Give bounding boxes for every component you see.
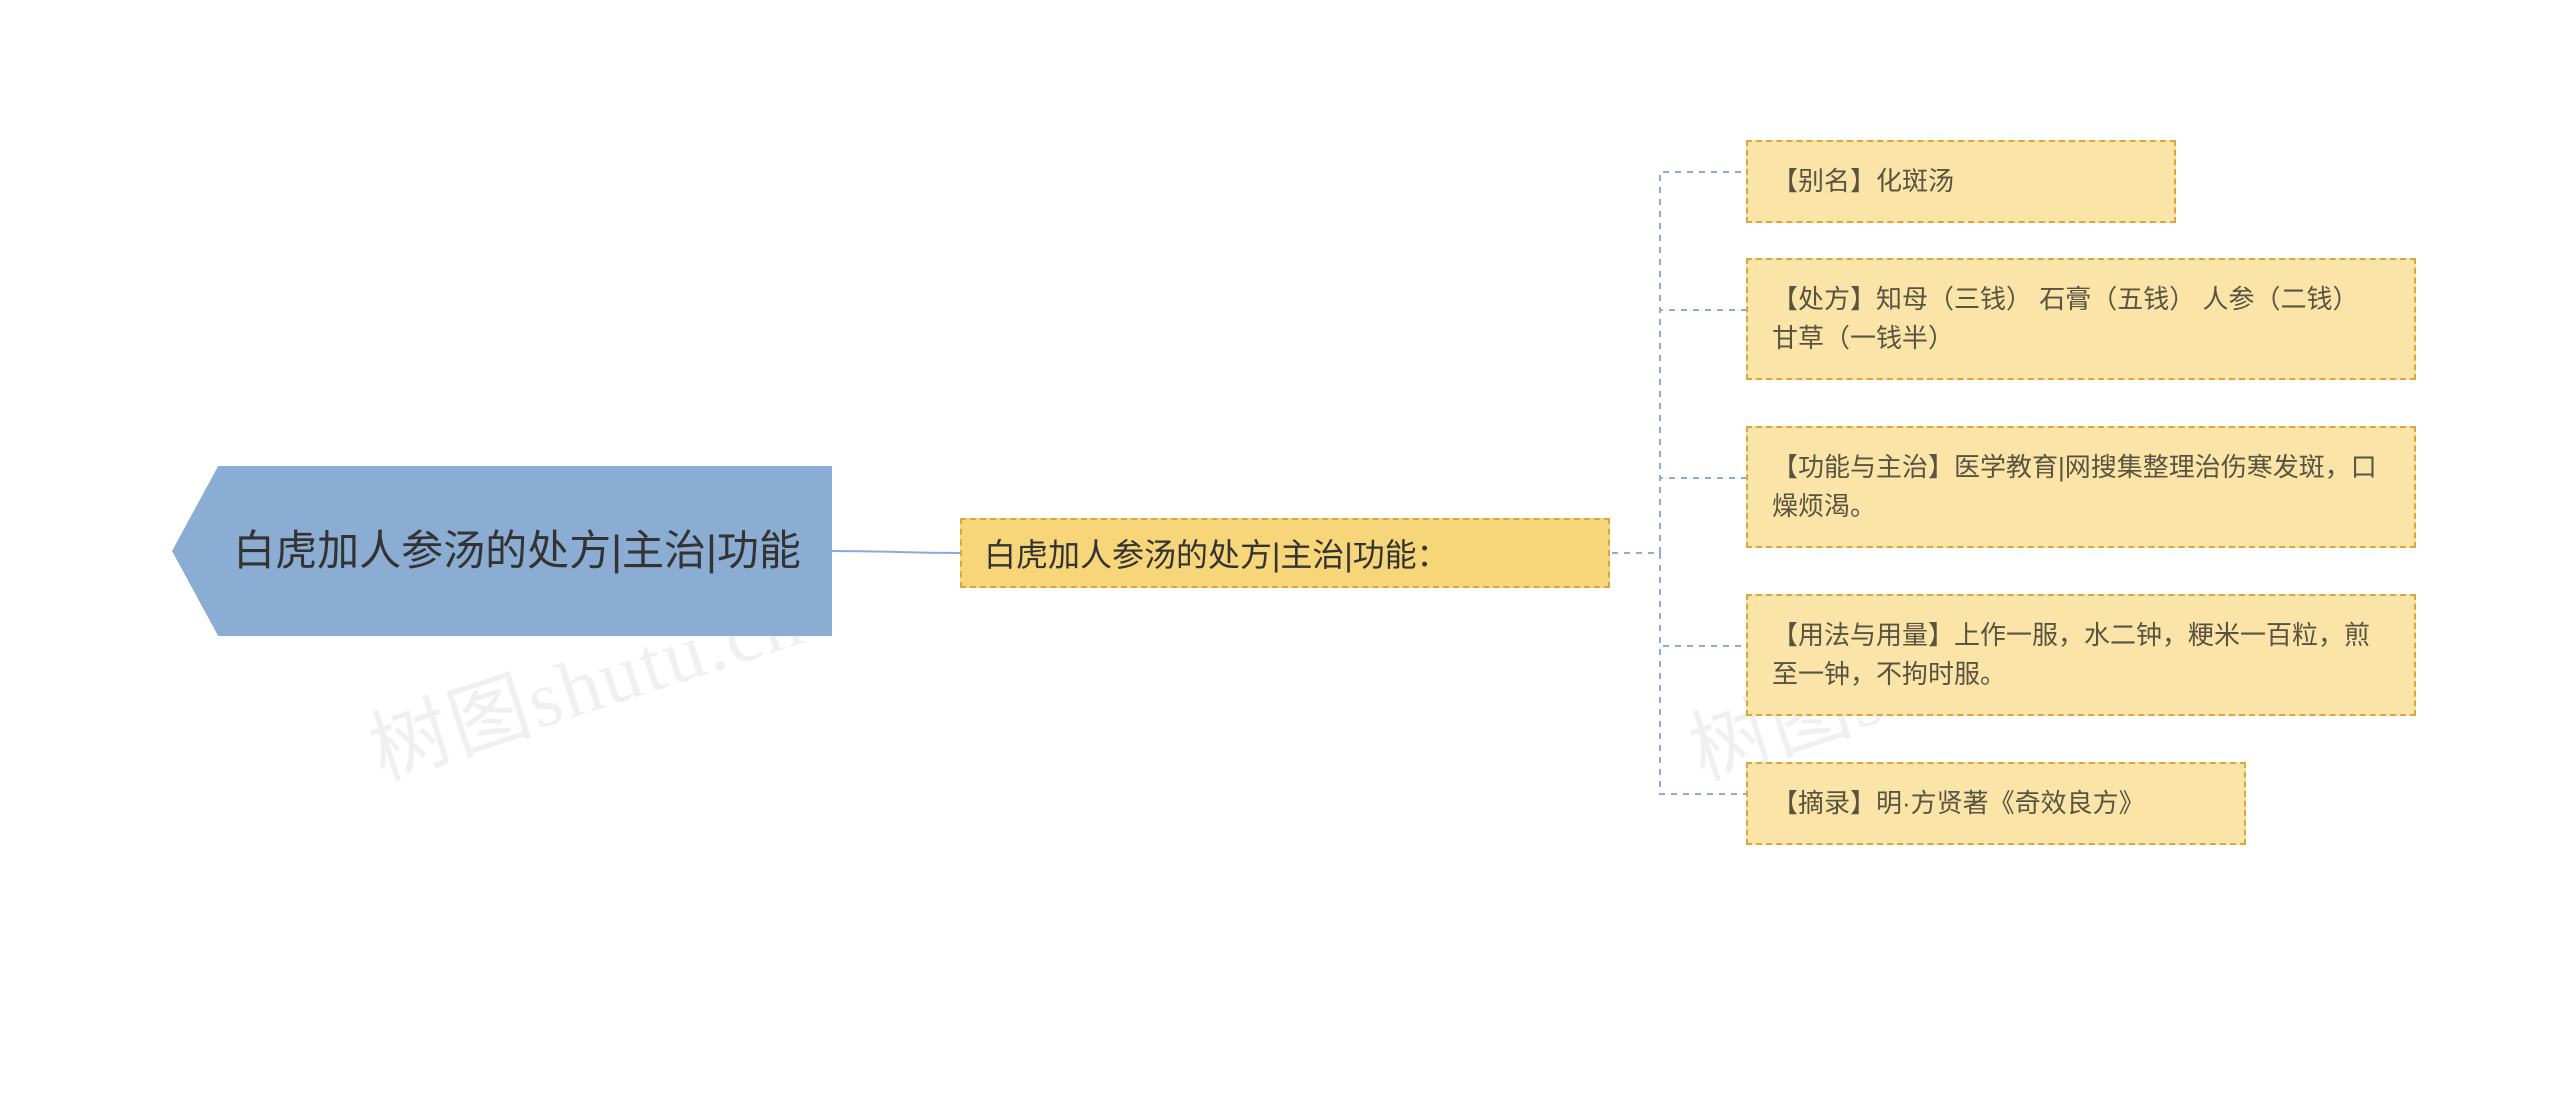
- root-node-label: 白虎加人参汤的处方|主治|功能: [233, 522, 801, 581]
- leaf-label: 【处方】知母（三钱） 石膏（五钱） 人参（二钱） 甘草（一钱半）: [1772, 280, 2390, 358]
- leaf-node-excerpt[interactable]: 【摘录】明·方贤著《奇效良方》: [1746, 762, 2246, 845]
- leaf-node-prescription[interactable]: 【处方】知母（三钱） 石膏（五钱） 人参（二钱） 甘草（一钱半）: [1746, 258, 2416, 380]
- root-node[interactable]: 白虎加人参汤的处方|主治|功能: [172, 466, 832, 636]
- leaf-node-usage[interactable]: 【用法与用量】上作一服，水二钟，粳米一百粒，煎至一钟，不拘时服。: [1746, 594, 2416, 716]
- leaf-label: 【用法与用量】上作一服，水二钟，粳米一百粒，煎至一钟，不拘时服。: [1772, 616, 2390, 694]
- leaf-label: 【功能与主治】医学教育|网搜集整理治伤寒发斑，口燥烦渴。: [1772, 448, 2390, 526]
- leaf-label: 【摘录】明·方贤著《奇效良方》: [1772, 784, 2145, 823]
- leaf-node-alias[interactable]: 【别名】化斑汤: [1746, 140, 2176, 223]
- middle-node[interactable]: 白虎加人参汤的处方|主治|功能：: [960, 518, 1610, 588]
- middle-node-label: 白虎加人参汤的处方|主治|功能：: [984, 530, 1449, 576]
- leaf-label: 【别名】化斑汤: [1772, 162, 1954, 201]
- leaf-node-function[interactable]: 【功能与主治】医学教育|网搜集整理治伤寒发斑，口燥烦渴。: [1746, 426, 2416, 548]
